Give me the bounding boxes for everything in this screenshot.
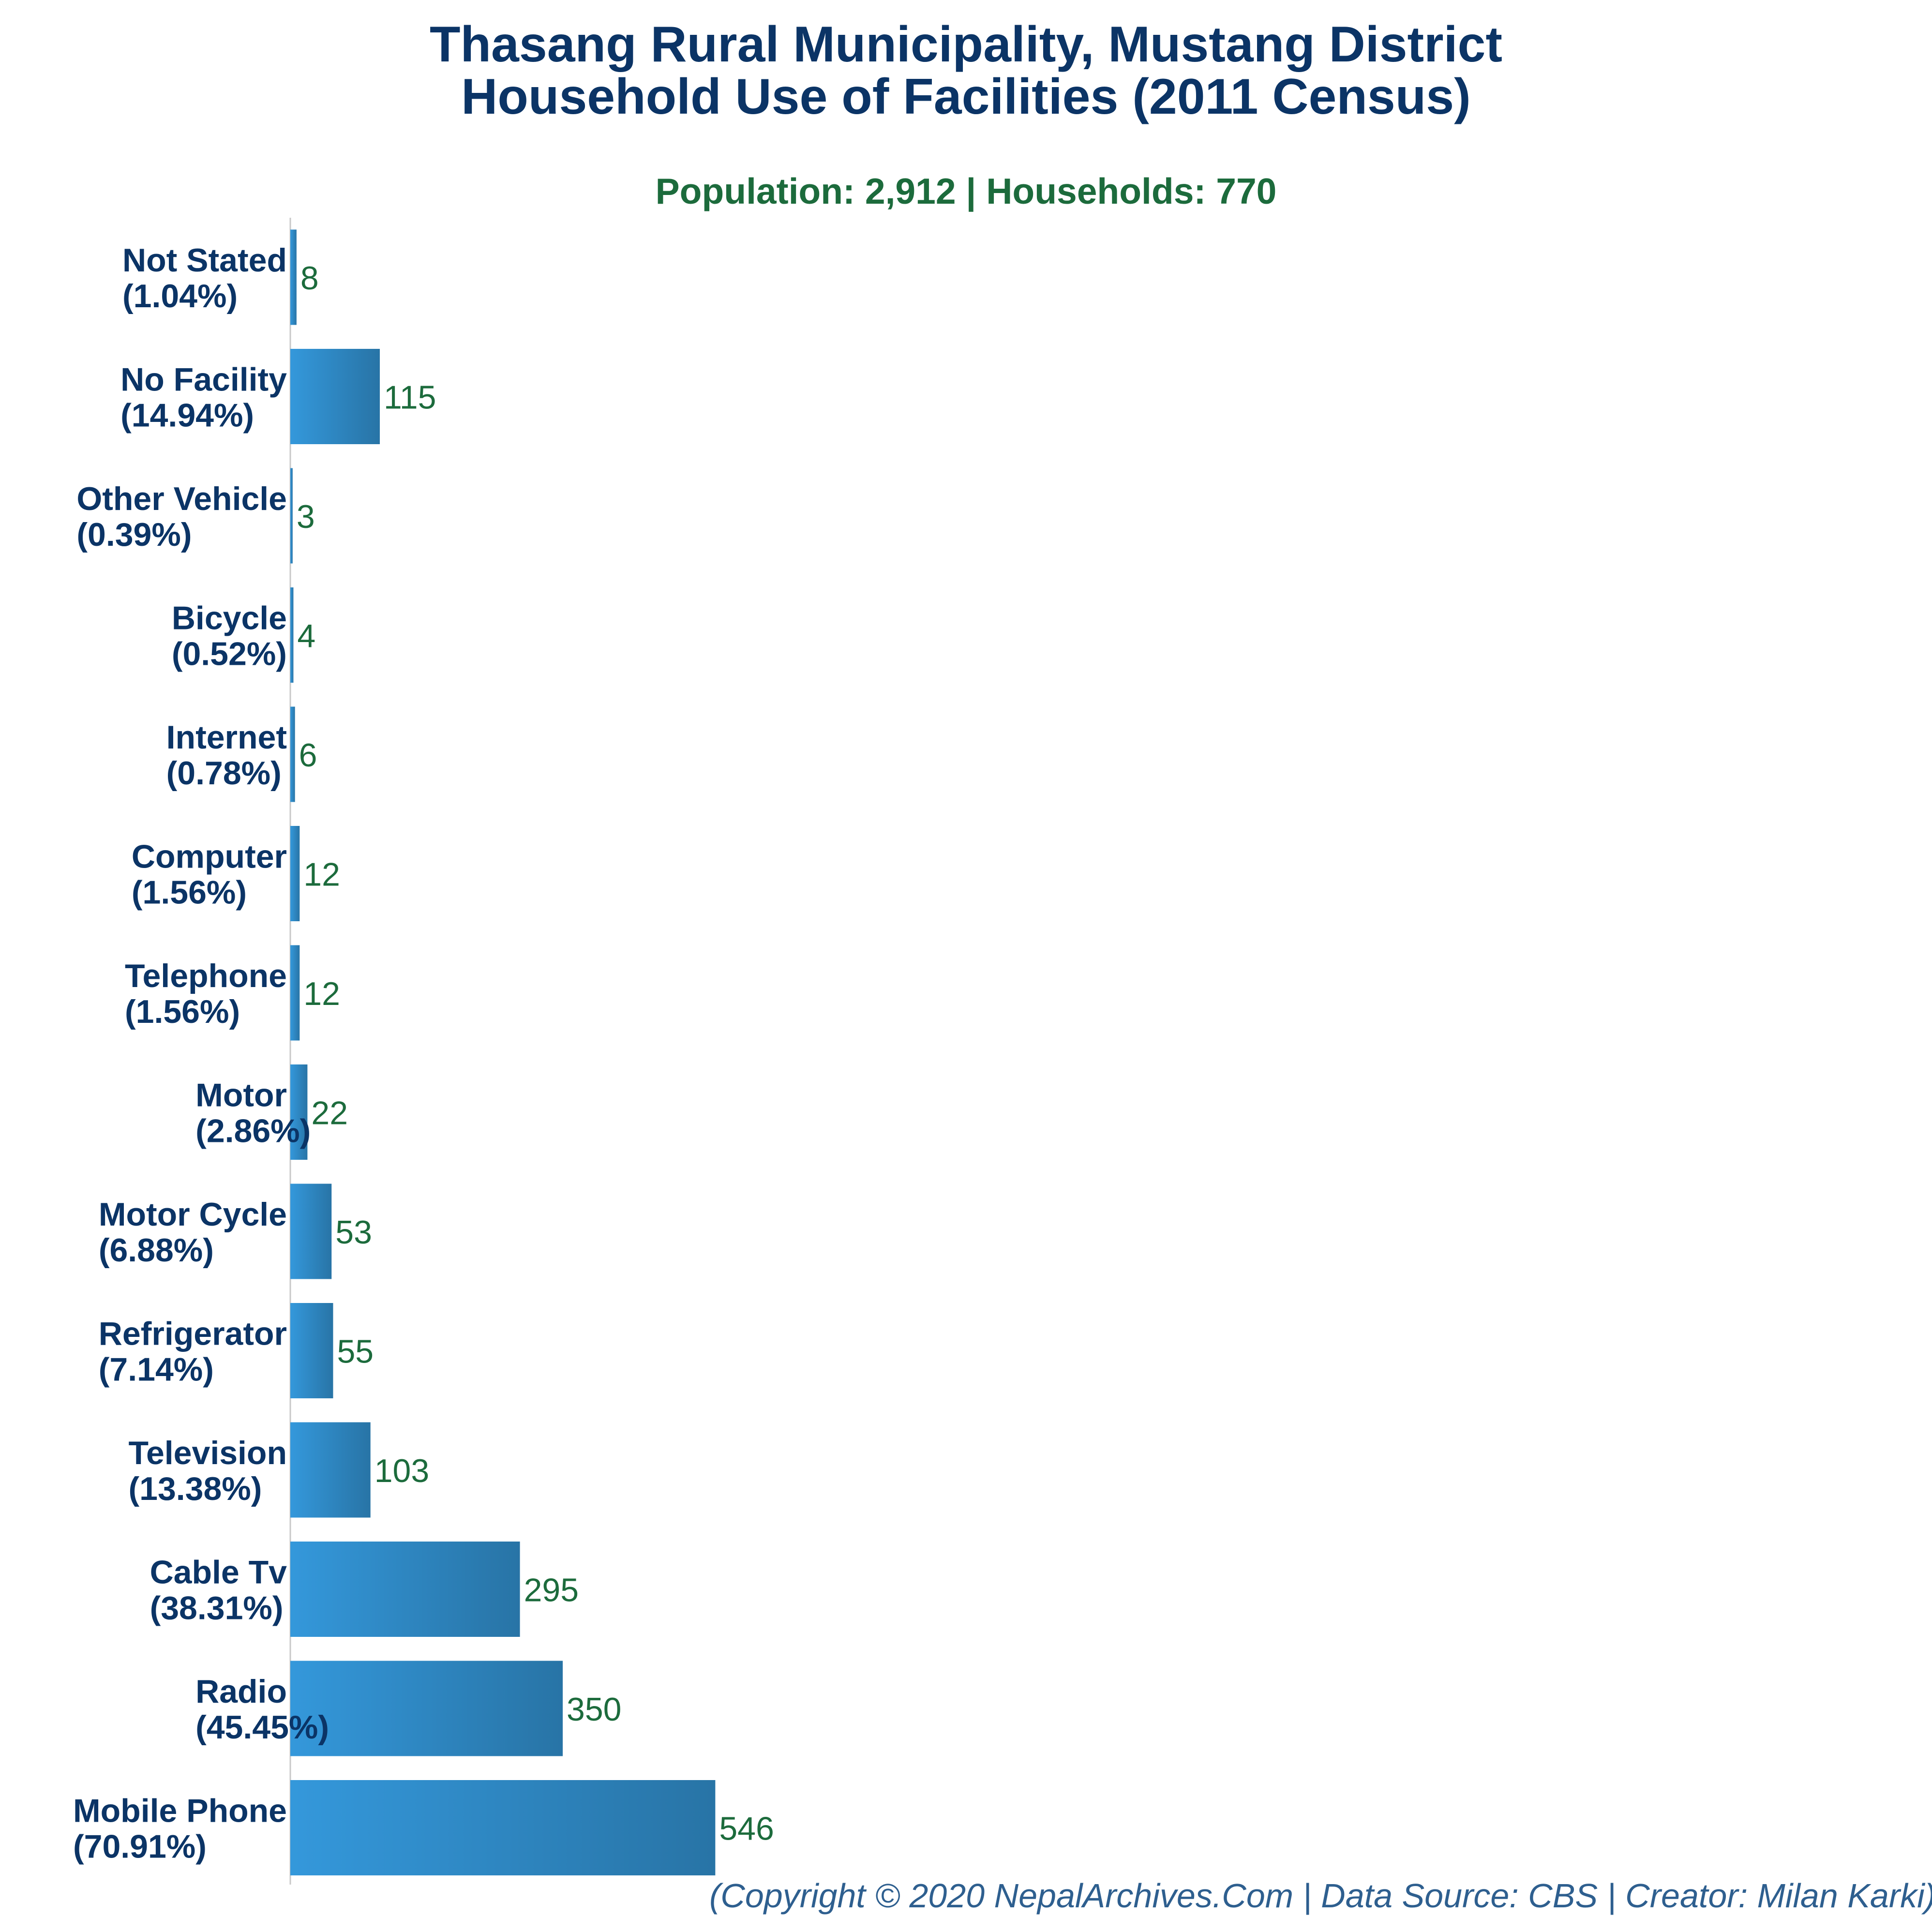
copyright-credit: (Copyright © 2020 NepalArchives.Com | Da… bbox=[709, 1877, 1932, 1915]
category-label: Refrigerator bbox=[99, 1316, 287, 1352]
bar bbox=[290, 229, 297, 325]
category-percent-label: (14.94%) bbox=[120, 397, 254, 434]
category-label: Cable Tv bbox=[150, 1554, 287, 1591]
bar bbox=[290, 1661, 563, 1756]
chart-subtitle: Population: 2,912 | Households: 770 bbox=[655, 171, 1277, 211]
category-percent-label: (0.52%) bbox=[172, 636, 287, 673]
bar-value-label: 103 bbox=[374, 1453, 429, 1489]
category-percent-label: (13.38%) bbox=[128, 1470, 262, 1507]
category-label: Computer bbox=[132, 839, 287, 875]
bar bbox=[290, 945, 300, 1041]
category-label: No Facility bbox=[120, 361, 287, 398]
chart-title-line-1: Thasang Rural Municipality, Mustang Dist… bbox=[429, 16, 1502, 73]
bar bbox=[290, 1064, 308, 1160]
category-label: Telephone bbox=[125, 958, 287, 994]
bar bbox=[290, 587, 294, 683]
category-percent-label: (0.78%) bbox=[166, 755, 282, 792]
chart-title-line-2: Household Use of Facilities (2011 Census… bbox=[461, 69, 1471, 125]
bar-value-label: 3 bbox=[297, 498, 315, 535]
bar bbox=[290, 468, 293, 564]
category-percent-label: (0.39%) bbox=[76, 516, 192, 553]
bar bbox=[290, 1422, 371, 1518]
category-percent-label: (7.14%) bbox=[99, 1351, 214, 1388]
bar-value-label: 350 bbox=[567, 1691, 621, 1728]
category-label: Not Stated bbox=[122, 242, 287, 279]
category-label: Internet bbox=[166, 719, 287, 756]
category-label: Motor bbox=[195, 1077, 287, 1114]
category-percent-label: (2.86%) bbox=[195, 1113, 311, 1150]
category-percent-label: (45.45%) bbox=[195, 1709, 329, 1746]
category-percent-label: (38.31%) bbox=[150, 1590, 284, 1627]
bar-value-label: 12 bbox=[303, 975, 340, 1012]
bar-value-label: 55 bbox=[337, 1333, 374, 1370]
category-label: Radio bbox=[195, 1673, 287, 1710]
bar bbox=[290, 349, 380, 444]
category-label: Mobile Phone bbox=[73, 1793, 287, 1829]
bar-value-label: 8 bbox=[300, 260, 319, 297]
bar bbox=[290, 1780, 716, 1875]
bar-value-label: 12 bbox=[303, 856, 340, 893]
category-percent-label: (70.91%) bbox=[73, 1828, 207, 1865]
bar bbox=[290, 1303, 333, 1398]
bar bbox=[290, 706, 295, 802]
bar bbox=[290, 1183, 332, 1279]
bar bbox=[290, 1542, 520, 1637]
category-label: Other Vehicle bbox=[76, 480, 287, 517]
category-label: Bicycle bbox=[172, 600, 287, 637]
bar-value-label: 546 bbox=[719, 1811, 774, 1847]
bar-value-label: 295 bbox=[524, 1572, 579, 1609]
bar-value-label: 22 bbox=[311, 1095, 348, 1132]
category-percent-label: (1.56%) bbox=[132, 874, 247, 911]
bar-value-label: 53 bbox=[335, 1214, 372, 1251]
category-percent-label: (1.56%) bbox=[125, 993, 240, 1030]
category-label: Television bbox=[128, 1435, 287, 1471]
bar-value-label: 6 bbox=[299, 737, 317, 774]
category-percent-label: (1.04%) bbox=[122, 278, 238, 315]
category-label: Motor Cycle bbox=[99, 1196, 287, 1233]
bar-value-label: 115 bbox=[384, 379, 436, 416]
category-percent-label: (6.88%) bbox=[99, 1232, 214, 1269]
bar bbox=[290, 826, 300, 921]
bar-value-label: 4 bbox=[297, 618, 315, 655]
